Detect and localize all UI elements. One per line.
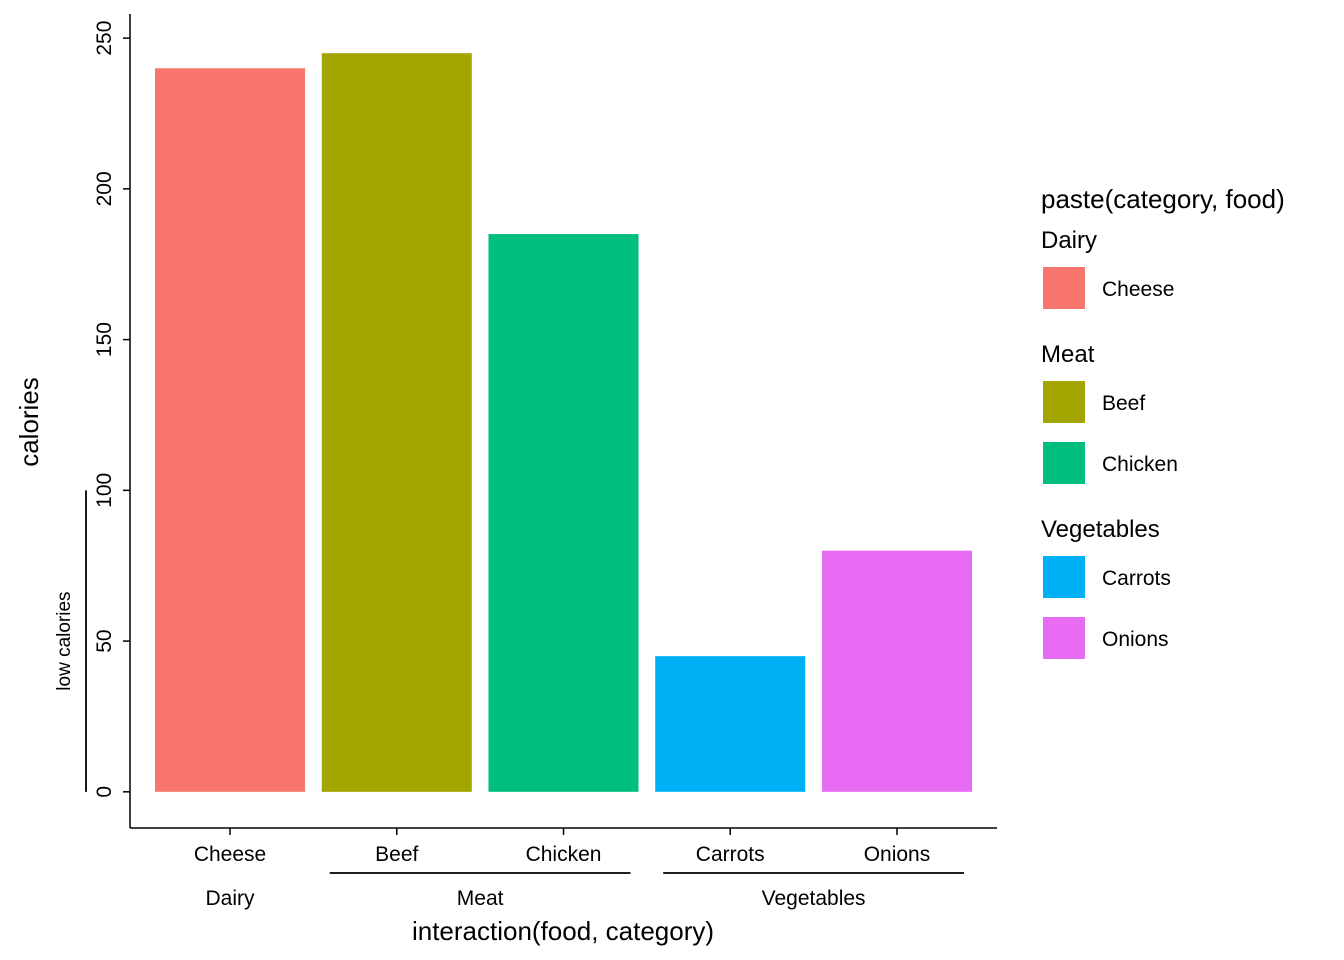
legend-key — [1043, 556, 1085, 598]
plot-area — [155, 53, 972, 792]
legend: paste(category, food) Dairy Cheese Meat Beef… — [1041, 184, 1285, 659]
x-axis: Cheese Beef Chicken Carrots Onions Dairy Meat V… — [130, 827, 997, 910]
y-tick-label: 250 — [93, 21, 116, 56]
y-tick-label: 150 — [93, 322, 116, 357]
legend-group-label: Vegetables — [1041, 516, 1160, 543]
group-label: Vegetables — [762, 887, 866, 910]
y-tick-label: 100 — [93, 473, 116, 508]
legend-group-label: Dairy — [1041, 227, 1097, 254]
y-tick-label: 200 — [93, 171, 116, 206]
y-bracket-low-calories: low calories — [54, 490, 87, 792]
legend-key — [1043, 617, 1085, 659]
legend-item-label: Beef — [1102, 392, 1145, 415]
x-tick-label: Onions — [864, 843, 931, 866]
bar-carrots — [655, 656, 806, 792]
x-tick-label: Carrots — [696, 843, 765, 866]
x-tick-label: Cheese — [194, 843, 266, 866]
group-label: Meat — [457, 887, 504, 910]
legend-item-label: Chicken — [1102, 453, 1178, 476]
x-tick-label: Beef — [375, 843, 418, 866]
legend-item-label: Cheese — [1102, 278, 1174, 301]
legend-key — [1043, 442, 1085, 484]
bar-chicken — [488, 234, 639, 792]
x-tick-label: Chicken — [526, 843, 602, 866]
y-tick-label: 0 — [93, 786, 116, 798]
bar-onions — [821, 550, 972, 792]
legend-key — [1043, 267, 1085, 309]
bar-beef — [321, 53, 472, 792]
legend-key — [1043, 381, 1085, 423]
legend-group-label: Meat — [1041, 341, 1095, 368]
legend-title: paste(category, food) — [1041, 184, 1285, 214]
group-label: Dairy — [206, 887, 256, 910]
legend-item-label: Carrots — [1102, 567, 1171, 590]
y-tick-label: 50 — [93, 629, 116, 652]
y-bracket-label: low calories — [54, 591, 75, 690]
legend-item-label: Onions — [1102, 628, 1169, 651]
y-axis: 0 50 100 150 200 250 — [93, 14, 131, 828]
y-axis-title: calories — [14, 377, 44, 467]
x-axis-title: interaction(food, category) — [412, 916, 714, 946]
bar-cheese — [155, 68, 306, 792]
